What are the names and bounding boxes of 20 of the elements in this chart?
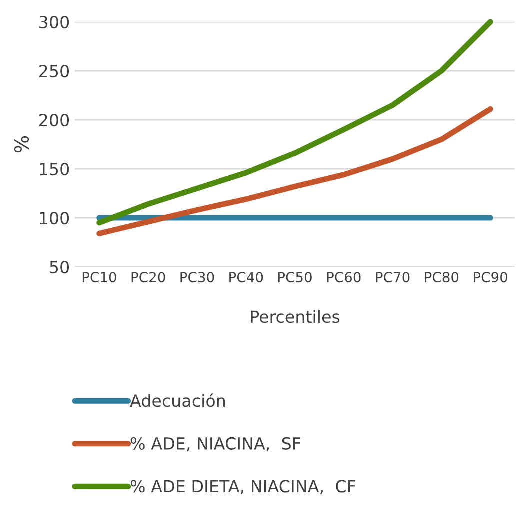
x-tick-label: PC80 <box>425 272 459 283</box>
x-tick-label: PC60 <box>327 272 361 283</box>
legend-label: % ADE DIETA, NIACINA, CF <box>130 480 356 494</box>
legend-label: % ADE, NIACINA, SF <box>130 437 300 452</box>
x-tick-label: PC40 <box>230 272 264 283</box>
y-tick-label: 200 <box>40 114 70 127</box>
y-tick-label: 100 <box>40 212 70 225</box>
x-tick-label: PC30 <box>180 272 214 283</box>
x-tick-label: PC50 <box>278 272 312 283</box>
y-tick-label: 250 <box>40 64 70 78</box>
x-tick-label: PC20 <box>132 272 166 283</box>
y-tick-label: 300 <box>40 16 70 29</box>
y-tick-label: 150 <box>40 162 70 176</box>
x-axis-title: Percentiles <box>251 310 340 324</box>
x-tick-label: PC10 <box>82 272 116 283</box>
y-axis-title: % <box>14 136 30 153</box>
x-tick-label: PC90 <box>474 272 508 283</box>
y-tick-label: 50 <box>50 260 70 274</box>
legend-label: Adecuación <box>130 394 226 408</box>
x-tick-label: PC70 <box>376 272 410 283</box>
